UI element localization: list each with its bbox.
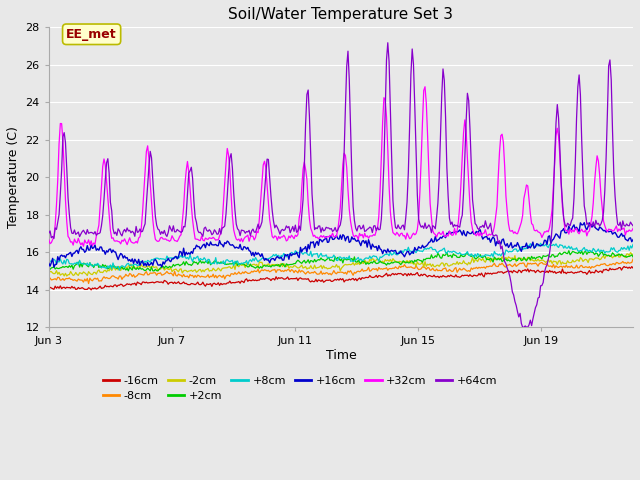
Text: EE_met: EE_met	[67, 28, 117, 41]
X-axis label: Time: Time	[326, 349, 356, 362]
Title: Soil/Water Temperature Set 3: Soil/Water Temperature Set 3	[228, 7, 453, 22]
Legend: -16cm, -8cm, -2cm, +2cm, +8cm, +16cm, +32cm, +64cm: -16cm, -8cm, -2cm, +2cm, +8cm, +16cm, +3…	[99, 371, 502, 406]
Y-axis label: Temperature (C): Temperature (C)	[7, 126, 20, 228]
